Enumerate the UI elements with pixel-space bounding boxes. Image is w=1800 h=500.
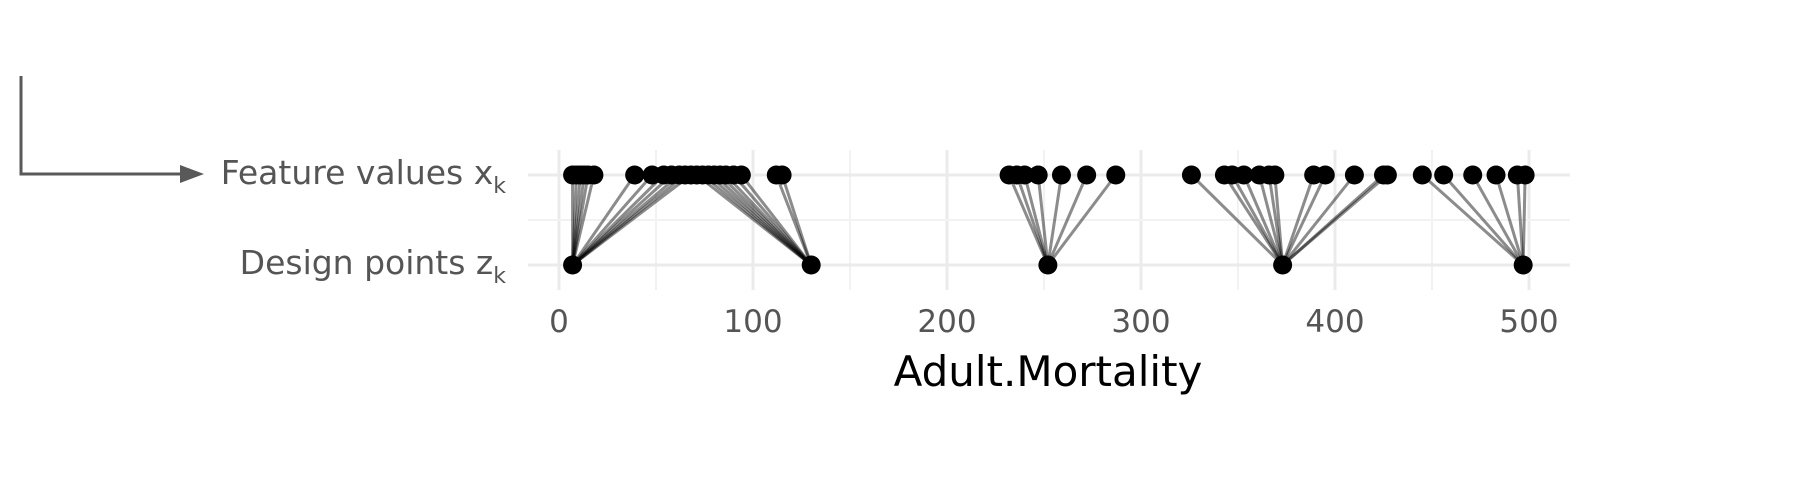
connector-line (1273, 174, 1285, 266)
feature-value-point (1077, 165, 1097, 185)
connector-line (1046, 174, 1063, 266)
connector-line (571, 174, 636, 266)
arrow-line (19, 76, 182, 176)
connector-line (1190, 173, 1284, 267)
connector-line (1023, 174, 1050, 266)
y-label-feature-values: Feature values xk (221, 153, 507, 199)
y-label-design-points: Design points zk (240, 243, 507, 289)
x-axis-ticks: 0 100 200 300 400 500 (549, 304, 1558, 340)
connector-line (1015, 174, 1050, 266)
design-point (563, 255, 583, 275)
connector-line (1494, 174, 1525, 266)
feature-value-point (625, 165, 645, 185)
connector-line (571, 174, 596, 266)
connector-line (1515, 174, 1525, 266)
connector-line (571, 174, 586, 266)
connector-line (571, 173, 681, 267)
x-axis-title: Adult.Mortality (894, 347, 1203, 396)
design-point (1513, 255, 1533, 275)
feature-value-point (1051, 165, 1071, 185)
data-points (563, 165, 1535, 275)
connector-line (1223, 174, 1284, 266)
connector-line (774, 174, 813, 266)
connector-line (1281, 174, 1316, 266)
connector-line (1442, 174, 1525, 266)
connector-line (571, 173, 673, 267)
connector-line (732, 174, 813, 266)
connector-line (571, 174, 590, 266)
connector-line (571, 173, 665, 267)
feature-value-point (1028, 165, 1048, 185)
connector-line (1267, 174, 1285, 266)
design-point (1038, 255, 1058, 275)
y-label-feature-values-sub: k (493, 174, 506, 199)
y-label-design-points-sub: k (493, 264, 506, 289)
feature-value-point (772, 165, 792, 185)
feature-value-point (584, 165, 604, 185)
connector-lines (571, 173, 1527, 267)
x-tick-label: 300 (1111, 304, 1170, 340)
connector-line (707, 173, 813, 267)
feature-value-point (1377, 165, 1397, 185)
connector-line (1046, 174, 1089, 266)
connector-line (701, 173, 813, 267)
x-tick-label: 200 (917, 304, 976, 340)
x-tick-label: 400 (1305, 304, 1364, 340)
feature-value-point (1344, 165, 1364, 185)
x-tick-label: 0 (549, 304, 569, 340)
connector-line (713, 173, 813, 267)
connector-line (1281, 173, 1389, 267)
connector-line (1036, 174, 1050, 266)
feature-value-point (1463, 165, 1483, 185)
connector-line (1471, 174, 1525, 266)
connector-line (1281, 173, 1385, 267)
connector-line (695, 173, 813, 267)
feature-value-point (1234, 165, 1254, 185)
connector-line (1421, 173, 1525, 267)
y-label-design-points-main: Design points z (240, 243, 494, 282)
feature-value-point (1106, 165, 1126, 185)
connector-line (1046, 174, 1117, 266)
connector-line (571, 173, 692, 267)
feature-value-point (1181, 165, 1201, 185)
feature-value-point (1015, 165, 1035, 185)
feature-value-point (731, 165, 751, 185)
feature-value-point (1265, 165, 1285, 185)
connector-line (740, 174, 813, 266)
connector-line (1242, 174, 1284, 266)
connector-line (780, 174, 813, 266)
design-point (801, 255, 821, 275)
connector-line (1230, 174, 1284, 266)
connector-line (571, 174, 578, 266)
feature-value-point (1412, 165, 1432, 185)
x-tick-label: 500 (1499, 304, 1558, 340)
y-label-feature-values-main: Feature values x (221, 153, 494, 192)
connector-line (571, 174, 582, 266)
connector-line (724, 173, 813, 267)
connector-line (1281, 174, 1327, 266)
connector-line (1007, 174, 1050, 266)
connector-line (571, 173, 687, 267)
feature-value-point (1315, 165, 1335, 185)
arrow-annotation (19, 76, 204, 183)
connector-line (571, 174, 654, 266)
x-tick-label: 100 (723, 304, 782, 340)
feature-value-point (1515, 165, 1535, 185)
design-point (1273, 255, 1293, 275)
feature-value-point (1434, 165, 1454, 185)
connector-line (718, 173, 813, 267)
feature-value-point (1486, 165, 1506, 185)
connector-line (1257, 174, 1285, 266)
arrow-head-icon (180, 165, 204, 183)
connector-line (1521, 174, 1527, 266)
connector-line (1281, 174, 1356, 266)
